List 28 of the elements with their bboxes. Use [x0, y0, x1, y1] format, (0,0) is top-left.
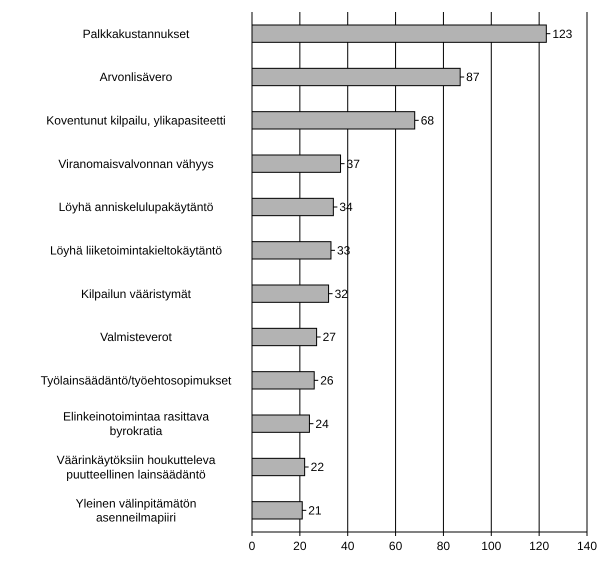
data-label: 27	[322, 330, 336, 344]
data-label: 123	[552, 26, 573, 41]
y-tick-label: Viranomaisvalvonnan vähyys	[58, 156, 214, 171]
data-label: 22	[310, 460, 324, 474]
y-tick-label: Koventunut kilpailu, ylikapasiteetti	[46, 114, 226, 128]
data-label: 24	[315, 416, 330, 431]
y-tick-label: Väärinkäytöksiin houkutteleva puutteellinen lainsäädäntö	[56, 453, 216, 482]
x-tick-label: 140	[576, 539, 598, 553]
y-tick-label: Arvonlisävero	[100, 70, 173, 84]
x-tick-label: 120	[529, 539, 550, 553]
y-tick-label: Palkkakustannukset	[82, 26, 190, 41]
data-label: 68	[420, 114, 434, 128]
y-tick-label: Löyhä anniskelulupakäytäntö	[58, 200, 214, 214]
y-tick-label: Yleinen välinpitämätön asenneilmapiiri	[76, 496, 196, 525]
y-tick-label: Valmisteverot	[100, 330, 173, 344]
data-label: 21	[308, 504, 322, 518]
x-tick-label: 80	[436, 539, 450, 553]
y-tick-label: Löyhä liiketoimintakieltokäytäntö	[50, 244, 222, 258]
y-tick-label: Työlainsäädäntö/työehtosopimukset	[40, 374, 232, 388]
data-label: 26	[320, 374, 334, 388]
x-tick-label: 40	[341, 539, 355, 553]
x-tick-label: 20	[293, 539, 307, 553]
x-tick-label: 0	[248, 539, 256, 553]
y-tick-label: Kilpailun vääristymät	[80, 286, 192, 301]
x-tick-label: 60	[388, 539, 403, 553]
x-tick-label: 100	[481, 539, 502, 553]
data-label: 87	[466, 70, 480, 84]
y-tick-label: Elinkeinotoimintaa rasittava byrokratia	[62, 410, 210, 438]
